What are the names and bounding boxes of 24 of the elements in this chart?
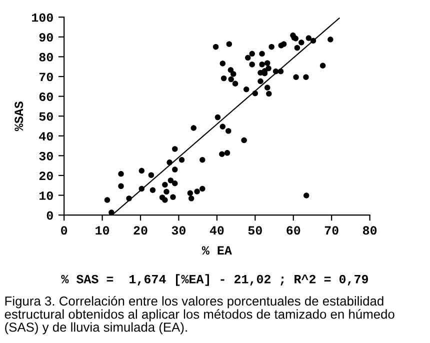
y-tick-label: 10 bbox=[39, 191, 53, 200]
y-axis-title: %SAS bbox=[14, 101, 24, 132]
y-tick-label: 80 bbox=[39, 52, 53, 62]
x-tick-label: 20 bbox=[134, 226, 148, 235]
x-tick-label: 80 bbox=[362, 226, 377, 235]
text: % SAS = 1,674 [%EA] - 21,02 ; R^2 = 0,79 bbox=[61, 274, 368, 286]
x-tick-label: 40 bbox=[210, 226, 224, 235]
x-tick-label: 60 bbox=[286, 226, 300, 235]
y-tick-label: 60 bbox=[39, 92, 53, 101]
y-tick-label: 30 bbox=[39, 152, 53, 160]
x-tick-label: 0 bbox=[61, 226, 68, 235]
y-tick-label: 50 bbox=[39, 112, 53, 121]
text: Figura 3. Correlación entre los valores porcentuales de estabilidad estructural obtenidos al aplicar los métodos de tamizado en húmedo (SAS) y de lluvia simulada (EA). bbox=[4, 296, 394, 334]
y-tick-label: 0 bbox=[46, 211, 53, 220]
y-tick-label: 70 bbox=[39, 72, 53, 82]
x-axis-title: % EA bbox=[202, 246, 232, 255]
y-tick-label: 90 bbox=[39, 33, 53, 42]
x-tick-label: 70 bbox=[324, 226, 338, 235]
y-tick-label: 20 bbox=[39, 172, 53, 180]
y-tick-label: 40 bbox=[39, 132, 53, 141]
x-tick-label: 30 bbox=[172, 226, 186, 235]
y-tick-label: 100 bbox=[32, 13, 53, 22]
x-tick-label: 50 bbox=[248, 226, 262, 235]
x-tick-label: 10 bbox=[96, 226, 110, 235]
